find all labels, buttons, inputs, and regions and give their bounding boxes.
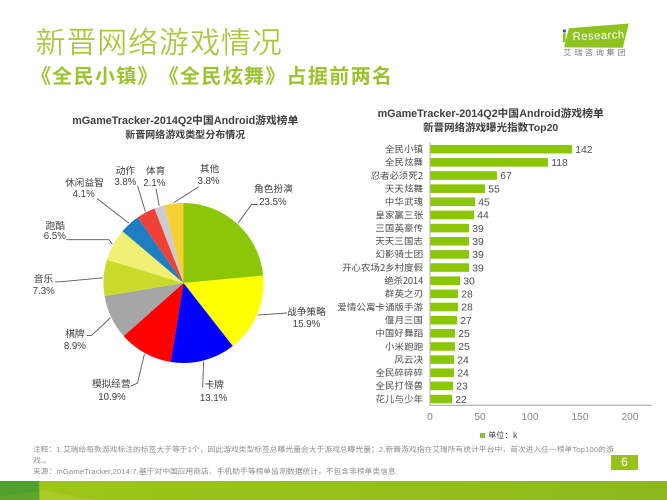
svg-text:28: 28 <box>461 303 473 314</box>
svg-text:23: 23 <box>456 382 468 393</box>
svg-text:22: 22 <box>455 395 467 406</box>
svg-text:39: 39 <box>472 263 484 274</box>
svg-text:中国好舞蹈: 中国好舞蹈 <box>376 326 424 340</box>
svg-text:45: 45 <box>478 198 490 209</box>
svg-text:三国英豪传: 三国英豪传 <box>376 220 424 234</box>
svg-text:皇家赢三张: 皇家赢三张 <box>376 207 424 221</box>
svg-text:150: 150 <box>572 412 589 423</box>
svg-text:小米跑跑: 小米跑跑 <box>385 339 424 353</box>
svg-text:花儿与少年: 花儿与少年 <box>376 391 424 405</box>
svg-text:全民小镇: 全民小镇 <box>385 142 423 156</box>
svg-text:118: 118 <box>551 158 568 169</box>
svg-text:39: 39 <box>472 250 484 261</box>
svg-text:天天炫舞: 天天炫舞 <box>385 181 423 195</box>
svg-text:0: 0 <box>427 412 433 423</box>
svg-text:中华武魂: 中华武魂 <box>385 194 424 208</box>
svg-text:44: 44 <box>477 211 489 222</box>
svg-text:39: 39 <box>472 224 484 235</box>
svg-text:200: 200 <box>622 412 639 423</box>
svg-text:100: 100 <box>522 412 539 423</box>
svg-text:偃月三国: 偃月三国 <box>384 312 423 326</box>
svg-text:24: 24 <box>457 355 469 366</box>
svg-text:67: 67 <box>500 171 512 182</box>
svg-text:Research: Research <box>572 29 624 43</box>
svg-text:群英之刃: 群英之刃 <box>385 286 423 300</box>
svg-text:50: 50 <box>474 412 486 423</box>
svg-text:142: 142 <box>575 145 593 156</box>
svg-text:忍者必须死2: 忍者必须死2 <box>371 168 423 182</box>
svg-text:开心农场2乡村度假: 开心农场2乡村度假 <box>342 260 424 274</box>
svg-text:全民炫舞: 全民炫舞 <box>385 155 423 169</box>
svg-text:绝杀2014: 绝杀2014 <box>384 273 423 287</box>
svg-text:全民打怪兽: 全民打怪兽 <box>376 378 424 392</box>
svg-text:39: 39 <box>472 237 484 248</box>
svg-text:幻影骑士团: 幻影骑士团 <box>376 247 424 261</box>
svg-text:爱情公寓卡通版手游: 爱情公寓卡通版手游 <box>338 299 424 313</box>
svg-text:30: 30 <box>463 276 475 287</box>
svg-text:艾瑞咨询集团: 艾瑞咨询集团 <box>563 46 628 58</box>
svg-text:27: 27 <box>460 316 472 327</box>
svg-text:55: 55 <box>488 184 500 195</box>
svg-text:风云决: 风云决 <box>394 352 424 366</box>
svg-text:25: 25 <box>458 342 470 353</box>
svg-text:28: 28 <box>461 290 473 301</box>
svg-text:全民碎碎碎: 全民碎碎碎 <box>376 365 424 379</box>
svg-text:24: 24 <box>457 368 469 379</box>
svg-text:25: 25 <box>458 329 470 340</box>
svg-text:天天三国志: 天天三国志 <box>376 234 424 248</box>
